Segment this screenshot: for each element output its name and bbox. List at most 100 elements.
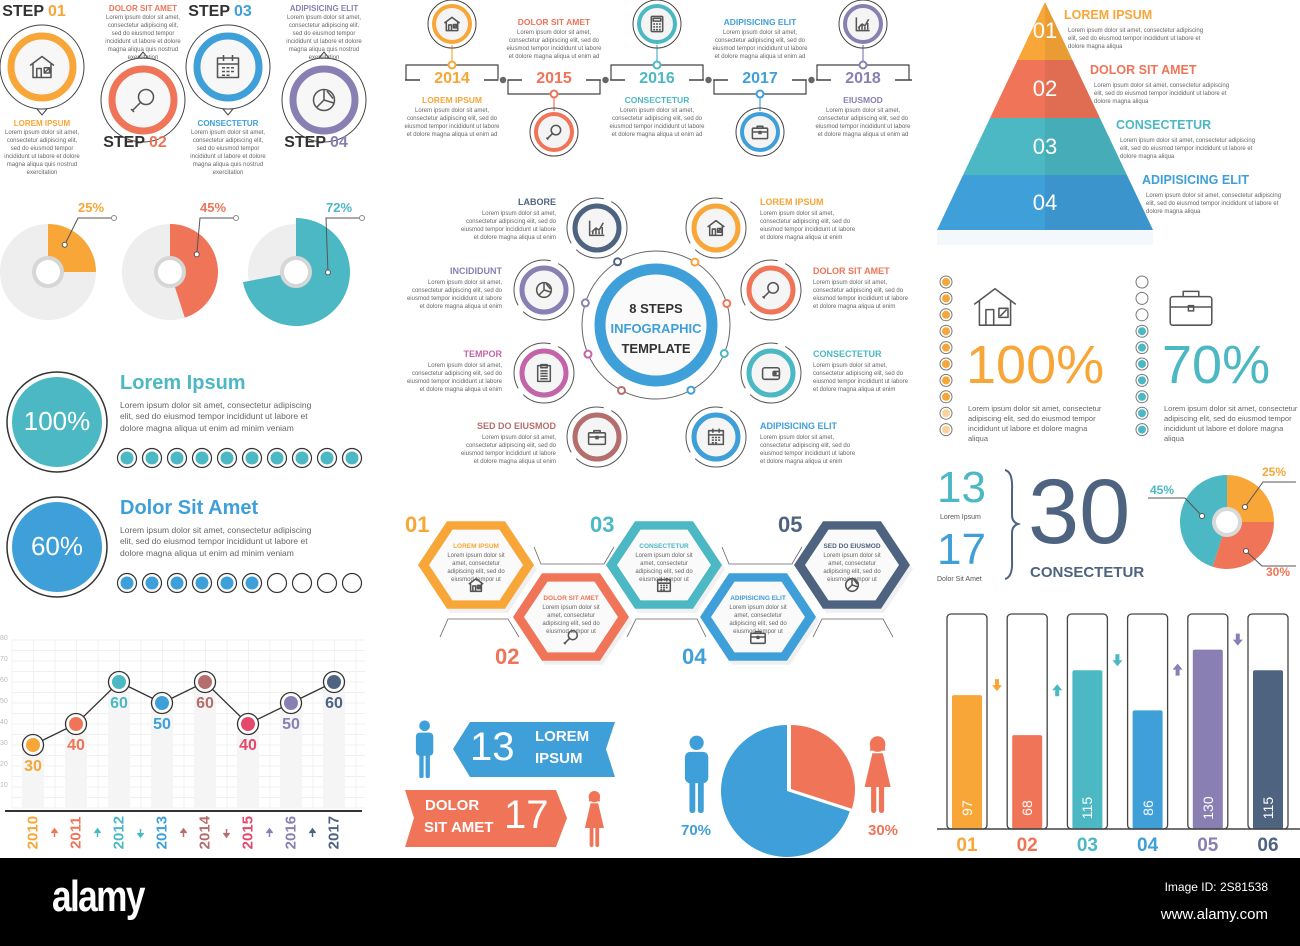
y-tick-label: 50 xyxy=(0,698,8,705)
eight-step-title: LABORE xyxy=(518,197,556,207)
sum-total-label: CONSECTETUR xyxy=(1030,564,1145,581)
y-tick-label: 20 xyxy=(0,761,8,768)
donut-leader-dot xyxy=(193,251,200,258)
data-value-label: 50 xyxy=(282,716,300,733)
magnifier-icon xyxy=(762,281,780,299)
bar-category-label: 04 xyxy=(1137,835,1159,856)
center-title-line3: TEMPLATE xyxy=(621,341,691,356)
eight-step-title: DOLOR SIT AMET xyxy=(813,266,890,276)
male-icon xyxy=(684,735,709,813)
pyramid-level-01 xyxy=(1017,2,1073,60)
pyramid-level-02 xyxy=(990,60,1100,118)
progress-dot-fill xyxy=(295,451,309,465)
step-word: STEP xyxy=(284,134,326,151)
stat-dot xyxy=(1135,308,1149,322)
site-url: www.alamy.com xyxy=(1160,906,1268,923)
arrow-down-icon xyxy=(1232,633,1243,646)
pie-slice-female xyxy=(791,725,856,809)
timeline-icon-outer xyxy=(529,107,579,157)
timeline-year-bg xyxy=(420,71,484,89)
timeline-body: Lorem ipsum dolor sit amet, consectetur … xyxy=(506,30,602,61)
pyramid-number: 02 xyxy=(1032,76,1058,101)
hex-inner xyxy=(805,529,899,601)
bar-value-label: 115 xyxy=(1079,796,1096,820)
step-word: STEP xyxy=(103,134,145,151)
arrow-down-icon xyxy=(136,829,145,839)
hex-body: Lorem ipsum dolor sit amet, consectetur … xyxy=(729,605,787,636)
hex-connector xyxy=(812,618,894,638)
eight-step-body: Lorem ipsum dolor sit amet, consectetur … xyxy=(760,435,856,466)
pie-slice xyxy=(1227,475,1274,522)
wallet-icon xyxy=(761,366,781,381)
timeline-title: ADIPISICING ELIT xyxy=(723,17,797,27)
bar xyxy=(1192,649,1223,829)
donut-leader-end xyxy=(359,215,365,221)
timeline-title: CONSECTETUR xyxy=(624,95,690,105)
pyramid-title: DOLOR SIT AMET xyxy=(1090,63,1197,77)
value-column xyxy=(194,682,216,808)
briefcase-icon xyxy=(1169,290,1213,326)
timeline-separator-dot xyxy=(703,75,714,85)
pyramid-shade xyxy=(1045,118,1127,175)
pyramid-body: Lorem ipsum dolor sit amet, consectetur … xyxy=(1068,28,1204,51)
pyramid-number: 03 xyxy=(1032,133,1058,159)
hex-title: SED DO EIUSMOD xyxy=(823,543,881,550)
progress-dot-fill xyxy=(170,576,184,590)
timeline-dot xyxy=(549,89,559,99)
bar-category-label: 02 xyxy=(1016,835,1038,856)
pyramid-shade xyxy=(1045,2,1073,60)
arrow-down-icon xyxy=(992,679,1002,692)
x-tick-label: 2012 xyxy=(110,815,128,850)
female-icon xyxy=(584,790,604,847)
curly-brace xyxy=(1004,469,1022,580)
stat-body: Lorem ipsum dolor sit amet, consectetur … xyxy=(1164,404,1298,444)
eight-step-title: INCIDIDUNT xyxy=(450,266,502,276)
step-04 xyxy=(281,51,367,143)
center-ring-dot xyxy=(613,257,623,267)
timeline-year: 2016 xyxy=(639,70,675,87)
eight-step-body: Lorem ipsum dolor sit amet, consectetur … xyxy=(813,363,909,394)
x-tick-label: 2011 xyxy=(67,816,85,849)
hex-number: 05 xyxy=(778,512,803,537)
step-body: Lorem ipsum dolor sit amet, consectetur … xyxy=(286,15,362,62)
stat-percent: 100% xyxy=(966,335,1105,395)
data-value-label: 60 xyxy=(110,695,128,712)
house-icon xyxy=(443,16,461,32)
stat-dot-fill xyxy=(1138,343,1146,352)
briefcase-icon xyxy=(587,429,607,446)
data-value-label: 40 xyxy=(67,737,85,754)
pie-hole xyxy=(1212,507,1242,537)
hex-title: CONSECTETUR xyxy=(639,543,689,550)
timeline-dot xyxy=(447,60,457,70)
center-title-line1: 8 STEPS xyxy=(629,301,683,316)
timeline-dot xyxy=(652,60,662,70)
value-column xyxy=(22,745,44,808)
progress-dot-fill xyxy=(245,451,259,465)
step-title: CONSECTETUR xyxy=(197,119,259,128)
stat-dot xyxy=(1135,275,1149,289)
calculator-icon xyxy=(650,15,664,33)
x-tick-label: 2013 xyxy=(153,815,171,850)
progress-dot-fill xyxy=(195,576,209,590)
data-point xyxy=(112,675,126,689)
step-body: Lorem ipsum dolor sit amet, consectetur … xyxy=(105,15,181,62)
value-column xyxy=(65,724,87,808)
arrow-up-icon xyxy=(93,827,102,837)
house-icon xyxy=(973,288,1017,326)
donut-percent: 25% xyxy=(78,200,105,215)
stat-dot-fill xyxy=(942,425,950,434)
pyramid-body: Lorem ipsum dolor sit amet, consectetur … xyxy=(1146,193,1282,216)
hex-body: Lorem ipsum dolor sit amet, consectetur … xyxy=(823,553,881,584)
hex-number: 03 xyxy=(590,512,615,537)
data-point xyxy=(241,717,255,731)
ribbon-bottom-number: 17 xyxy=(504,793,549,837)
sum-label-a: Lorem Ipsum xyxy=(940,514,981,521)
bar xyxy=(1072,670,1103,829)
timeline-year-bg xyxy=(831,71,895,89)
x-tick-label: 2014 xyxy=(196,815,214,850)
ribbon-top xyxy=(453,722,615,777)
y-tick-label: 60 xyxy=(0,677,8,684)
step-ring xyxy=(108,65,178,135)
y-tick-label: 70 xyxy=(0,656,8,663)
